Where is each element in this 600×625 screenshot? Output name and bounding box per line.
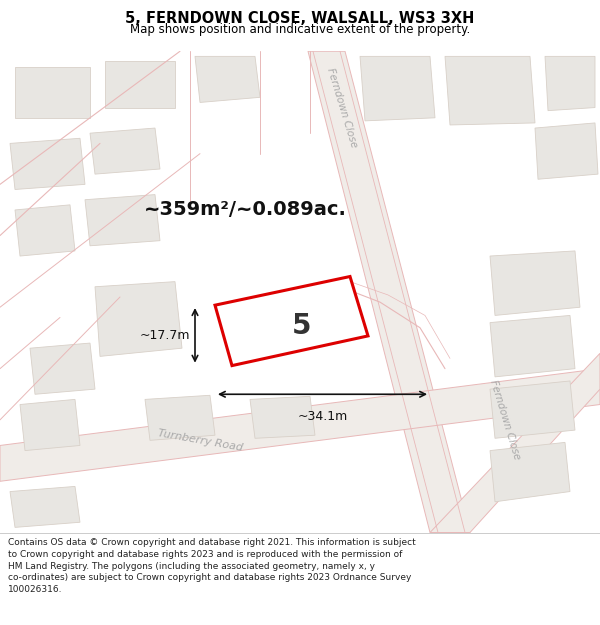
- Polygon shape: [0, 369, 600, 481]
- Polygon shape: [15, 67, 90, 118]
- Polygon shape: [545, 56, 595, 111]
- Text: Ferndown Close: Ferndown Close: [325, 66, 359, 149]
- Polygon shape: [10, 486, 80, 528]
- Text: 5: 5: [292, 312, 311, 340]
- Polygon shape: [195, 56, 260, 102]
- Text: 5, FERNDOWN CLOSE, WALSALL, WS3 3XH: 5, FERNDOWN CLOSE, WALSALL, WS3 3XH: [125, 11, 475, 26]
- Polygon shape: [30, 343, 95, 394]
- Polygon shape: [250, 396, 315, 438]
- Polygon shape: [20, 399, 80, 451]
- Polygon shape: [145, 395, 215, 441]
- Text: Turnberry Road: Turnberry Road: [157, 428, 243, 452]
- Polygon shape: [490, 381, 575, 438]
- Polygon shape: [10, 138, 85, 189]
- Polygon shape: [95, 282, 182, 356]
- Polygon shape: [215, 276, 368, 366]
- Polygon shape: [490, 442, 570, 502]
- Polygon shape: [90, 128, 160, 174]
- Text: Ferndown Close: Ferndown Close: [488, 379, 522, 461]
- Polygon shape: [360, 56, 435, 121]
- Polygon shape: [490, 316, 575, 377]
- Polygon shape: [445, 56, 535, 125]
- Polygon shape: [15, 205, 75, 256]
- Polygon shape: [308, 51, 470, 532]
- Text: Map shows position and indicative extent of the property.: Map shows position and indicative extent…: [130, 23, 470, 36]
- Polygon shape: [85, 194, 160, 246]
- Text: ~359m²/~0.089ac.: ~359m²/~0.089ac.: [143, 201, 346, 219]
- Text: Contains OS data © Crown copyright and database right 2021. This information is : Contains OS data © Crown copyright and d…: [8, 538, 416, 594]
- Text: ~17.7m: ~17.7m: [139, 329, 190, 342]
- Polygon shape: [105, 61, 175, 107]
- Polygon shape: [430, 353, 600, 532]
- Polygon shape: [490, 251, 580, 316]
- Polygon shape: [535, 123, 598, 179]
- Text: ~34.1m: ~34.1m: [298, 409, 347, 422]
